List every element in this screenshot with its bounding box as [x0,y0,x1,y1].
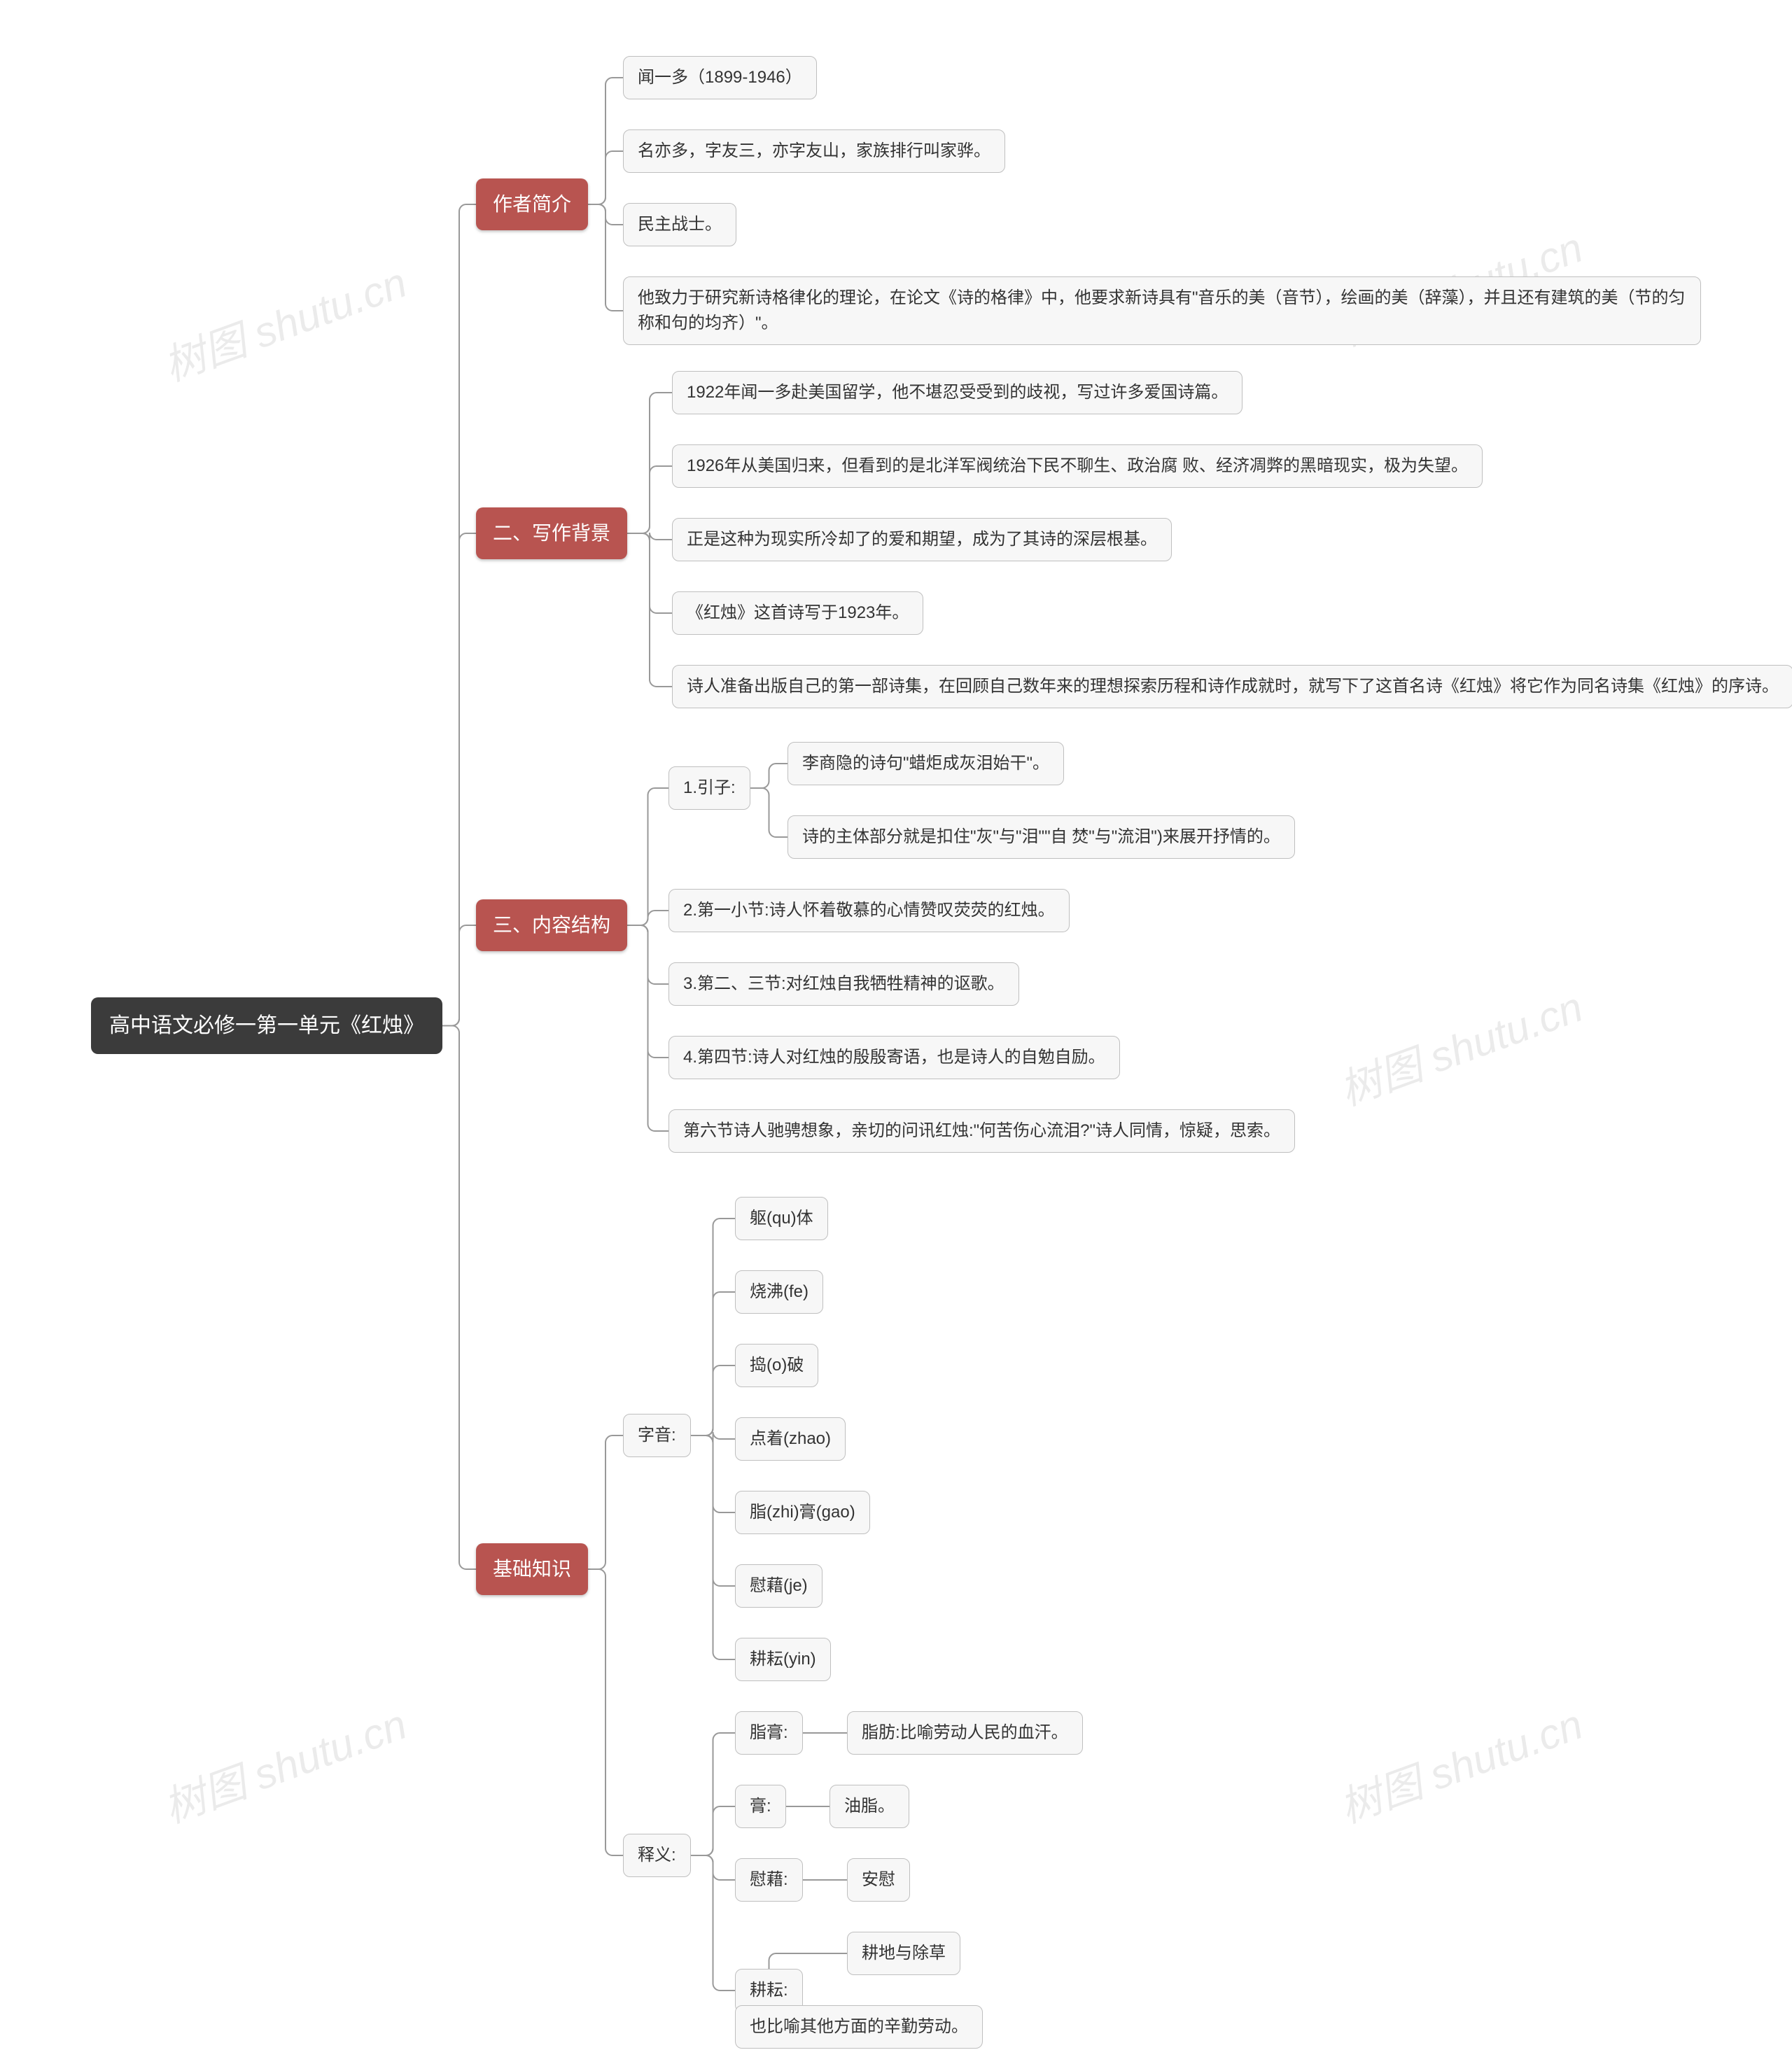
mindmap-node-b4c1g[interactable]: 耕耘(yin) [735,1638,831,1681]
node-label: 耕地与除草 [862,1941,946,1966]
mindmap-node-b4c2a1[interactable]: 脂肪:比喻劳动人民的血汗。 [847,1711,1083,1755]
watermark: 树图 shutu.cn [154,1691,414,1835]
node-label: 第六节诗人驰骋想象，亲切的问讯红烛:"何苦伤心流泪?"诗人同情，惊疑，思索。 [683,1118,1280,1144]
node-label: 正是这种为现实所冷却了的爱和期望，成为了其诗的深层根基。 [687,527,1157,552]
mindmap-node-b4c2d1[interactable]: 耕地与除草 [847,1932,960,1975]
mindmap-node-b4c1e[interactable]: 脂(zhi)膏(gao) [735,1491,870,1534]
mindmap-node-b2c4[interactable]: 《红烛》这首诗写于1923年。 [672,591,923,635]
mindmap-node-b1c2[interactable]: 名亦多，字友三，亦字友山，家族排行叫家骅。 [623,129,1005,173]
node-label: 耕耘: [750,1978,788,2003]
node-label: 也比喻其他方面的辛勤劳动。 [750,2014,968,2040]
node-label: 民主战士。 [638,212,722,237]
mindmap-node-b2c3[interactable]: 正是这种为现实所冷却了的爱和期望，成为了其诗的深层根基。 [672,518,1172,561]
node-label: 4.第四节:诗人对红烛的殷殷寄语，也是诗人的自勉自励。 [683,1045,1105,1070]
node-label: 李商隐的诗句"蜡炬成灰泪始干"。 [802,751,1049,776]
node-label: 脂(zhi)膏(gao) [750,1500,855,1525]
mindmap-node-b4c2b1[interactable]: 油脂。 [830,1785,909,1828]
mindmap-node-b4c1[interactable]: 字音: [623,1414,691,1457]
mindmap-node-b1c4[interactable]: 他致力于研究新诗格律化的理论，在论文《诗的格律》中，他要求新诗具有"音乐的美（音… [623,276,1701,345]
mindmap-node-b1c1[interactable]: 闻一多（1899-1946） [623,56,817,99]
mindmap-node-b1[interactable]: 作者简介 [476,178,588,230]
mindmap-node-b1c3[interactable]: 民主战士。 [623,203,736,246]
node-label: 字音: [638,1423,676,1448]
node-label: 《红烛》这首诗写于1923年。 [687,601,909,626]
node-label: 释义: [638,1843,676,1868]
node-label: 油脂。 [844,1794,895,1819]
node-label: 点着(zhao) [750,1426,831,1452]
node-label: 烧沸(fe) [750,1279,808,1305]
node-label: 1922年闻一多赴美国留学，他不堪忍受受到的歧视，写过许多爱国诗篇。 [687,380,1228,405]
mindmap-node-b4c1a[interactable]: 躯(qu)体 [735,1197,828,1240]
mindmap-node-root[interactable]: 高中语文必修一第一单元《红烛》 [91,997,442,1054]
node-label: 作者简介 [493,190,571,219]
mindmap-node-b2c1[interactable]: 1922年闻一多赴美国留学，他不堪忍受受到的歧视，写过许多爱国诗篇。 [672,371,1242,414]
node-label: 高中语文必修一第一单元《红烛》 [109,1010,424,1041]
mindmap-node-b2c5[interactable]: 诗人准备出版自己的第一部诗集，在回顾自己数年来的理想探索历程和诗作成就时，就写下… [672,665,1792,708]
node-label: 诗人准备出版自己的第一部诗集，在回顾自己数年来的理想探索历程和诗作成就时，就写下… [687,674,1779,699]
mindmap-node-b4c2c[interactable]: 慰藉: [735,1858,803,1902]
node-label: 诗的主体部分就是扣住"灰"与"泪""自 焚"与"流泪")来展开抒情的。 [802,824,1280,850]
node-label: 1926年从美国归来，但看到的是北洋军阀统治下民不聊生、政治腐 败、经济凋弊的黑… [687,454,1468,479]
mindmap-node-b4c2[interactable]: 释义: [623,1834,691,1877]
node-label: 1.引子: [683,775,736,801]
node-label: 捣(o)破 [750,1353,804,1378]
node-label: 耕耘(yin) [750,1647,816,1672]
node-label: 躯(qu)体 [750,1206,813,1231]
node-label: 基础知识 [493,1554,571,1584]
node-label: 闻一多（1899-1946） [638,65,802,90]
mindmap-node-b4[interactable]: 基础知识 [476,1543,588,1595]
mindmap-node-b4c2d3[interactable]: 也比喻其他方面的辛勤劳动。 [735,2005,983,2049]
node-label: 三、内容结构 [493,911,610,940]
mindmap-node-b4c2c1[interactable]: 安慰 [847,1858,910,1902]
mindmap-node-b3c1[interactable]: 1.引子: [668,766,750,810]
watermark: 树图 shutu.cn [1330,974,1590,1118]
node-label: 慰藉: [750,1867,788,1893]
node-label: 脂膏: [750,1720,788,1746]
node-label: 二、写作背景 [493,519,610,548]
node-label: 他致力于研究新诗格律化的理论，在论文《诗的格律》中，他要求新诗具有"音乐的美（音… [638,286,1686,336]
mindmap-node-b2[interactable]: 二、写作背景 [476,507,627,559]
node-label: 名亦多，字友三，亦字友山，家族排行叫家骅。 [638,139,990,164]
node-label: 3.第二、三节:对红烛自我牺牲精神的讴歌。 [683,971,1004,997]
node-label: 脂肪:比喻劳动人民的血汗。 [862,1720,1068,1746]
mindmap-node-b3c4[interactable]: 4.第四节:诗人对红烛的殷殷寄语，也是诗人的自勉自励。 [668,1036,1120,1079]
mindmap-node-b4c1c[interactable]: 捣(o)破 [735,1344,818,1387]
node-label: 2.第一小节:诗人怀着敬慕的心情赞叹荧荧的红烛。 [683,898,1055,923]
watermark: 树图 shutu.cn [1330,1691,1590,1835]
mindmap-node-b3c1b[interactable]: 诗的主体部分就是扣住"灰"与"泪""自 焚"与"流泪")来展开抒情的。 [788,815,1295,859]
node-label: 慰藉(je) [750,1573,808,1599]
watermark: 树图 shutu.cn [154,249,414,393]
mindmap-node-b4c1b[interactable]: 烧沸(fe) [735,1270,823,1314]
mindmap-node-b4c1f[interactable]: 慰藉(je) [735,1564,822,1608]
mindmap-node-b4c2a[interactable]: 脂膏: [735,1711,803,1755]
mindmap-node-b3c3[interactable]: 3.第二、三节:对红烛自我牺牲精神的讴歌。 [668,962,1019,1006]
node-label: 安慰 [862,1867,895,1893]
mindmap-node-b3c2[interactable]: 2.第一小节:诗人怀着敬慕的心情赞叹荧荧的红烛。 [668,889,1070,932]
mindmap-node-b4c2b[interactable]: 膏: [735,1785,786,1828]
mindmap-node-b4c1d[interactable]: 点着(zhao) [735,1417,846,1461]
mindmap-node-b2c2[interactable]: 1926年从美国归来，但看到的是北洋军阀统治下民不聊生、政治腐 败、经济凋弊的黑… [672,444,1483,488]
mindmap-node-b3c1a[interactable]: 李商隐的诗句"蜡炬成灰泪始干"。 [788,742,1064,785]
mindmap-node-b3c5[interactable]: 第六节诗人驰骋想象，亲切的问讯红烛:"何苦伤心流泪?"诗人同情，惊疑，思索。 [668,1109,1295,1153]
mindmap-node-b3[interactable]: 三、内容结构 [476,899,627,951]
node-label: 膏: [750,1794,771,1819]
